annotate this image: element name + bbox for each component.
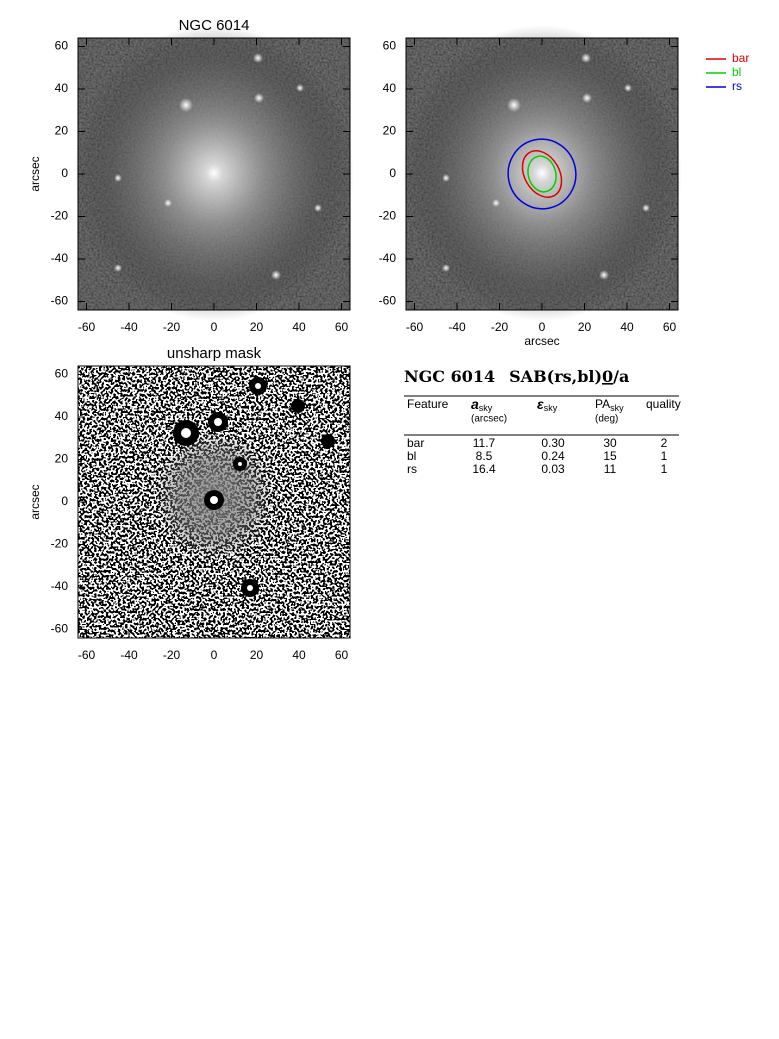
panel-title: NGC 6014: [179, 17, 250, 34]
table-cell: 15: [603, 449, 617, 463]
table-cell: 30: [603, 436, 617, 450]
header-sub: sky: [610, 403, 624, 413]
y-tick-label: 20: [55, 452, 69, 466]
x-tick-label: 60: [335, 648, 349, 662]
table-cell: 0.03: [541, 462, 565, 476]
table-cell: bar: [407, 436, 424, 450]
x-tick-label: 20: [250, 648, 264, 662]
y-tick-label: -20: [51, 537, 69, 551]
y-tick-label: 60: [55, 367, 69, 381]
header-sub: sky: [544, 403, 558, 413]
header-sub: sky: [479, 403, 493, 413]
legend-label: bar: [732, 51, 749, 65]
table-header: εsky: [537, 396, 558, 414]
panel-title: unsharp mask: [167, 345, 262, 362]
x-tick-label: -20: [491, 320, 509, 334]
table-cell: 0.24: [541, 449, 565, 463]
y-tick-label: -60: [379, 294, 397, 308]
x-tick-label: -60: [78, 320, 96, 334]
table-cell: 11: [604, 462, 617, 476]
y-tick-label: -60: [51, 622, 69, 636]
feature-ellipse: [507, 138, 577, 210]
table-cell: bl: [407, 449, 416, 463]
header-text: PA: [595, 397, 610, 411]
x-tick-label: 20: [578, 320, 592, 334]
y-tick-label: -60: [51, 294, 69, 308]
x-tick-label: -60: [406, 320, 424, 334]
table-cell: 0.30: [541, 436, 565, 450]
classification: NGC 6014 SAB(rs,bl)0/a: [404, 367, 629, 386]
x-tick-label: 40: [620, 320, 634, 334]
y-tick-label: -40: [379, 251, 397, 265]
table-cell: 1: [661, 462, 668, 476]
y-tick-label: 40: [55, 409, 69, 423]
y-tick-label: 60: [55, 39, 69, 53]
table-header: quality: [646, 397, 681, 411]
x-tick-label: -20: [163, 320, 181, 334]
y-tick-label: -20: [379, 209, 397, 223]
x-tick-label: 0: [539, 320, 546, 334]
table-cell: 2: [661, 436, 668, 450]
x-tick-label: 0: [211, 648, 218, 662]
classification-part: NGC 6014: [404, 367, 495, 386]
feature-ellipse: [521, 150, 563, 198]
x-tick-label: -40: [120, 320, 138, 334]
table-cell: 1: [661, 449, 668, 463]
y-tick-label: 60: [383, 39, 397, 53]
x-tick-label: 60: [663, 320, 677, 334]
x-tick-label: 0: [211, 320, 218, 334]
legend-label: bl: [732, 65, 741, 79]
x-tick-label: 20: [250, 320, 264, 334]
y-tick-label: -40: [51, 251, 69, 265]
y-tick-label: -20: [51, 209, 69, 223]
y-tick-label: 0: [61, 494, 68, 508]
y-tick-label: 20: [383, 124, 397, 138]
x-tick-label: 40: [292, 648, 306, 662]
galaxy-image: [74, 25, 354, 321]
table-header: asky: [471, 396, 493, 414]
legend-label: rs: [732, 79, 742, 93]
header-text: Feature: [407, 397, 449, 411]
y-tick-label: 0: [61, 166, 68, 180]
y-tick-label: 20: [55, 124, 69, 138]
y-axis-label: arcsec: [28, 484, 42, 519]
table-cell: 8.5: [476, 449, 493, 463]
y-tick-label: 40: [383, 81, 397, 95]
galaxy-image: [402, 25, 682, 321]
x-axis-label: arcsec: [524, 334, 559, 348]
classification-part: /a: [613, 367, 629, 386]
y-tick-label: 0: [389, 166, 396, 180]
y-tick-label: 40: [55, 81, 69, 95]
table-cell: 16.4: [472, 462, 496, 476]
y-tick-label: -40: [51, 579, 69, 593]
classification-part: 0: [602, 367, 613, 386]
header-unit: (deg): [595, 414, 618, 425]
classification-part: SAB(rs,bl): [509, 367, 602, 386]
x-tick-label: -40: [448, 320, 466, 334]
x-tick-label: 40: [292, 320, 306, 334]
table-header: PAsky: [595, 397, 624, 413]
x-tick-label: 60: [335, 320, 349, 334]
table-cell: 11.7: [473, 436, 496, 450]
x-tick-label: -40: [120, 648, 138, 662]
x-tick-label: -20: [163, 648, 181, 662]
header-unit: (arcsec): [471, 414, 507, 425]
header-text: ε: [537, 396, 544, 412]
x-tick-label: -60: [78, 648, 96, 662]
header-text: quality: [646, 397, 681, 411]
header-text: a: [471, 396, 479, 412]
feature-ellipse: [527, 155, 557, 193]
unsharp-mask-image: [78, 366, 350, 638]
y-axis-label: arcsec: [28, 156, 42, 191]
table-header: Feature: [407, 397, 449, 411]
table-cell: rs: [407, 462, 417, 476]
